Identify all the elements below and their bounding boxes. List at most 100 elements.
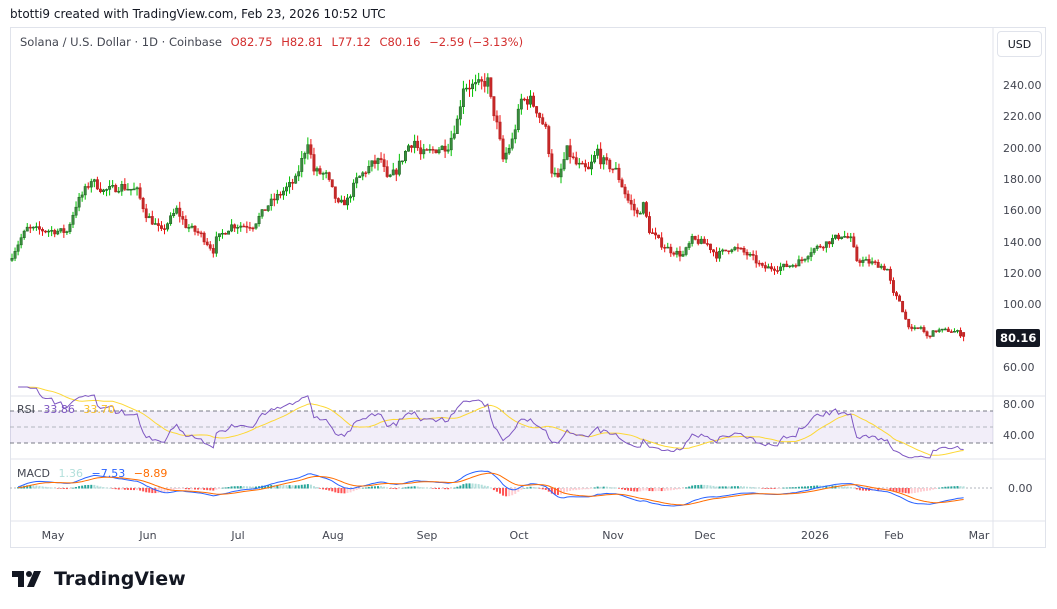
macd-histogram-bar <box>465 483 468 489</box>
macd-histogram-bar <box>663 488 666 491</box>
macd-histogram-bar <box>721 486 724 489</box>
candle-body <box>465 87 468 90</box>
macd-histogram-bar <box>38 485 41 489</box>
macd-label: MACD <box>17 467 50 480</box>
macd-histogram-bar <box>804 486 806 489</box>
candle-body <box>486 77 490 87</box>
macd-histogram-bar <box>53 487 56 489</box>
macd-histogram-bar <box>572 488 575 491</box>
candle-body <box>949 331 953 333</box>
candle-body <box>651 232 654 234</box>
macd-histogram-bar <box>645 488 648 491</box>
macd-histogram-bar <box>691 485 694 489</box>
candle-body <box>593 155 596 163</box>
candle <box>596 144 600 159</box>
price-axis-label: 60.00 <box>1003 361 1035 375</box>
macd-pane <box>17 470 965 507</box>
candle-body <box>260 209 264 217</box>
tradingview-logo-icon <box>12 571 41 587</box>
chart-frame <box>10 27 1046 548</box>
macd-histogram-bar <box>242 486 245 489</box>
symbol-legend[interactable]: Solana / U.S. Dollar · 1D · Coinbase O82… <box>20 35 523 49</box>
macd-histogram-bar <box>611 487 614 489</box>
candle-body <box>495 115 499 123</box>
candle <box>495 110 499 130</box>
candle-body <box>56 230 60 235</box>
candle <box>169 212 173 226</box>
candle-body <box>824 241 828 248</box>
price-axis-label: 120.00 <box>1003 267 1042 281</box>
candle-body <box>617 167 621 180</box>
macd-histogram-bar <box>849 486 852 489</box>
candle-body <box>727 250 731 253</box>
candle-body <box>355 177 359 184</box>
candle-body <box>102 189 105 192</box>
macd-histogram-bar <box>529 486 532 489</box>
candle-body <box>946 328 950 332</box>
candle-body <box>849 236 853 239</box>
macd-histogram-bar <box>203 488 206 490</box>
candle <box>745 249 749 260</box>
candle <box>605 153 609 165</box>
candle <box>153 218 157 225</box>
candle <box>852 232 856 248</box>
candle <box>541 113 545 125</box>
time-axis-label: Jun <box>139 529 157 542</box>
macd-signal-line <box>18 472 964 506</box>
candle <box>855 244 859 263</box>
macd-histogram-bar <box>218 488 221 489</box>
candle <box>440 145 444 151</box>
rsi-legend[interactable]: RSI 33.86 33.70 <box>17 403 120 416</box>
candle <box>892 277 895 296</box>
candle <box>269 193 273 211</box>
candle-body <box>678 250 682 257</box>
candle <box>943 327 947 331</box>
candle-body <box>120 184 124 192</box>
candle-body <box>724 249 728 252</box>
candle <box>141 196 145 213</box>
candle <box>782 263 786 271</box>
candle-body <box>376 158 380 164</box>
macd-histogram-bar <box>797 486 800 489</box>
macd-histogram-bar <box>492 488 495 491</box>
currency-button[interactable]: USD <box>997 31 1042 57</box>
macd-histogram-bar <box>364 487 367 489</box>
rsi-pane <box>18 386 964 459</box>
macd-histogram-bar <box>590 488 593 489</box>
macd-histogram-bar <box>736 486 739 489</box>
candle-body <box>901 301 905 313</box>
candle-body <box>669 246 673 254</box>
macd-histogram-bar <box>639 488 642 492</box>
candle <box>773 266 776 275</box>
macd-histogram-bar <box>865 488 867 491</box>
macd-legend[interactable]: MACD 1.36 −7.53 −8.89 <box>17 467 172 480</box>
candle-body <box>288 182 292 188</box>
candle <box>574 151 578 166</box>
candle <box>138 183 142 201</box>
macd-histogram-bar <box>532 486 535 489</box>
candle <box>102 188 105 195</box>
candle-body <box>431 149 435 151</box>
candle <box>736 243 740 252</box>
macd-histogram-bar <box>495 488 498 492</box>
candle <box>367 160 371 175</box>
macd-histogram-bar <box>633 488 636 492</box>
candle <box>108 180 112 196</box>
macd-histogram-bar <box>215 488 218 490</box>
candle <box>282 187 285 200</box>
candle-body <box>400 160 404 163</box>
tradingview-logo[interactable]: TradingView <box>12 568 186 590</box>
candle <box>934 330 938 334</box>
candle <box>483 73 487 93</box>
macd-histogram-bar <box>65 488 68 490</box>
candle-body <box>626 193 630 201</box>
macd-histogram-bar <box>636 488 639 492</box>
candle <box>47 229 51 237</box>
macd-histogram-bar <box>526 487 529 489</box>
candle <box>477 72 481 86</box>
macd-histogram-bar <box>380 486 383 489</box>
macd-histogram-bar <box>62 488 65 489</box>
candle <box>428 144 432 154</box>
candle-body <box>937 329 941 332</box>
